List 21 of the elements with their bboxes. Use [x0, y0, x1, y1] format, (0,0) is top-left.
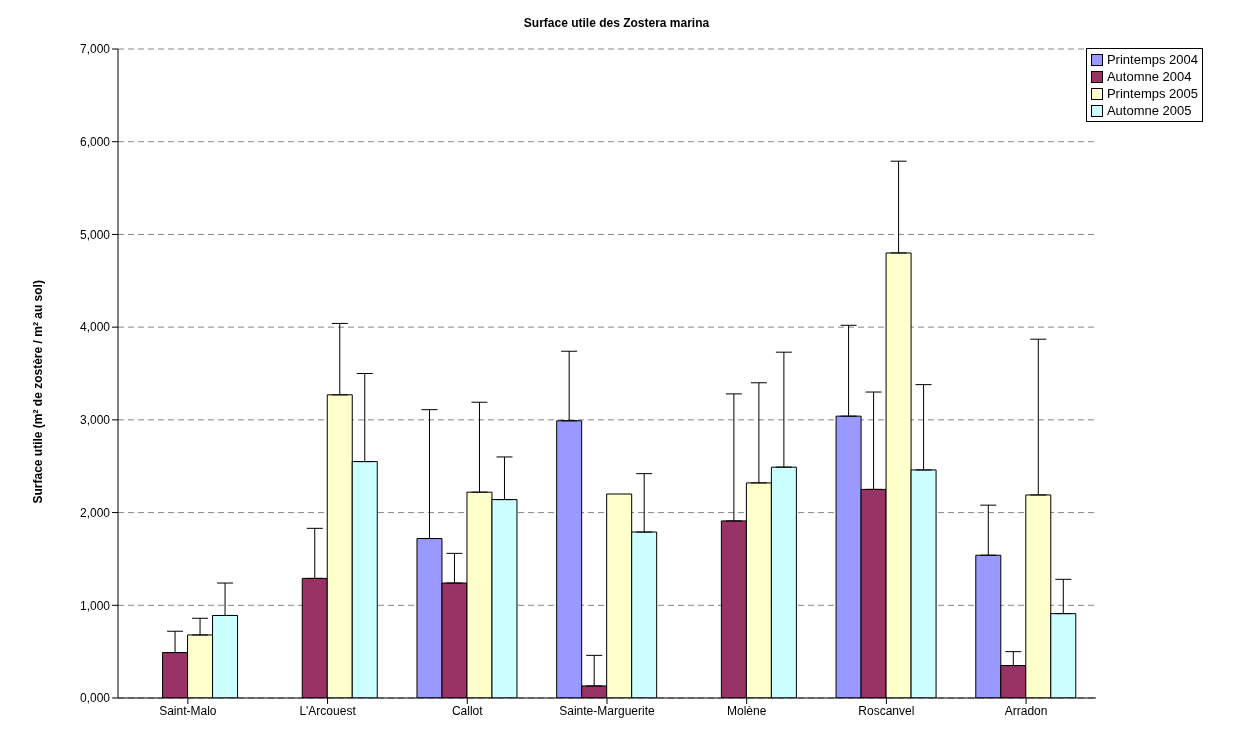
legend-label: Printemps 2004	[1106, 51, 1198, 68]
x-tick-label: Molène	[726, 703, 767, 718]
y-tick-label: 4,000	[79, 320, 111, 335]
x-tick-label: Roscanvel	[858, 703, 915, 718]
x-tick-label: Arradon	[1004, 703, 1048, 718]
legend-label: Automne 2004	[1106, 68, 1192, 85]
y-tick-label: 7,000	[79, 42, 111, 57]
y-tick-label: 0,000	[79, 691, 111, 706]
x-tick-label: Sainte-Marguerite	[559, 703, 655, 718]
y-axis-title: Surface utile (m² de zostère / m² au sol)	[31, 280, 46, 504]
y-tick-label: 6,000	[79, 134, 111, 149]
y-tick-label: 3,000	[79, 413, 111, 428]
x-tick-label: Callot	[451, 703, 484, 718]
legend-label: Printemps 2005	[1106, 85, 1198, 102]
x-tick-label: L'Arcouest	[299, 703, 357, 718]
legend-label: Automne 2005	[1106, 102, 1192, 119]
y-tick-label: 1,000	[79, 598, 111, 613]
y-tick-label: 5,000	[79, 227, 111, 242]
y-tick-label: 2,000	[79, 505, 111, 520]
chart-title: Surface utile des Zostera marina	[522, 16, 711, 30]
x-tick-label: Saint-Malo	[159, 703, 217, 718]
